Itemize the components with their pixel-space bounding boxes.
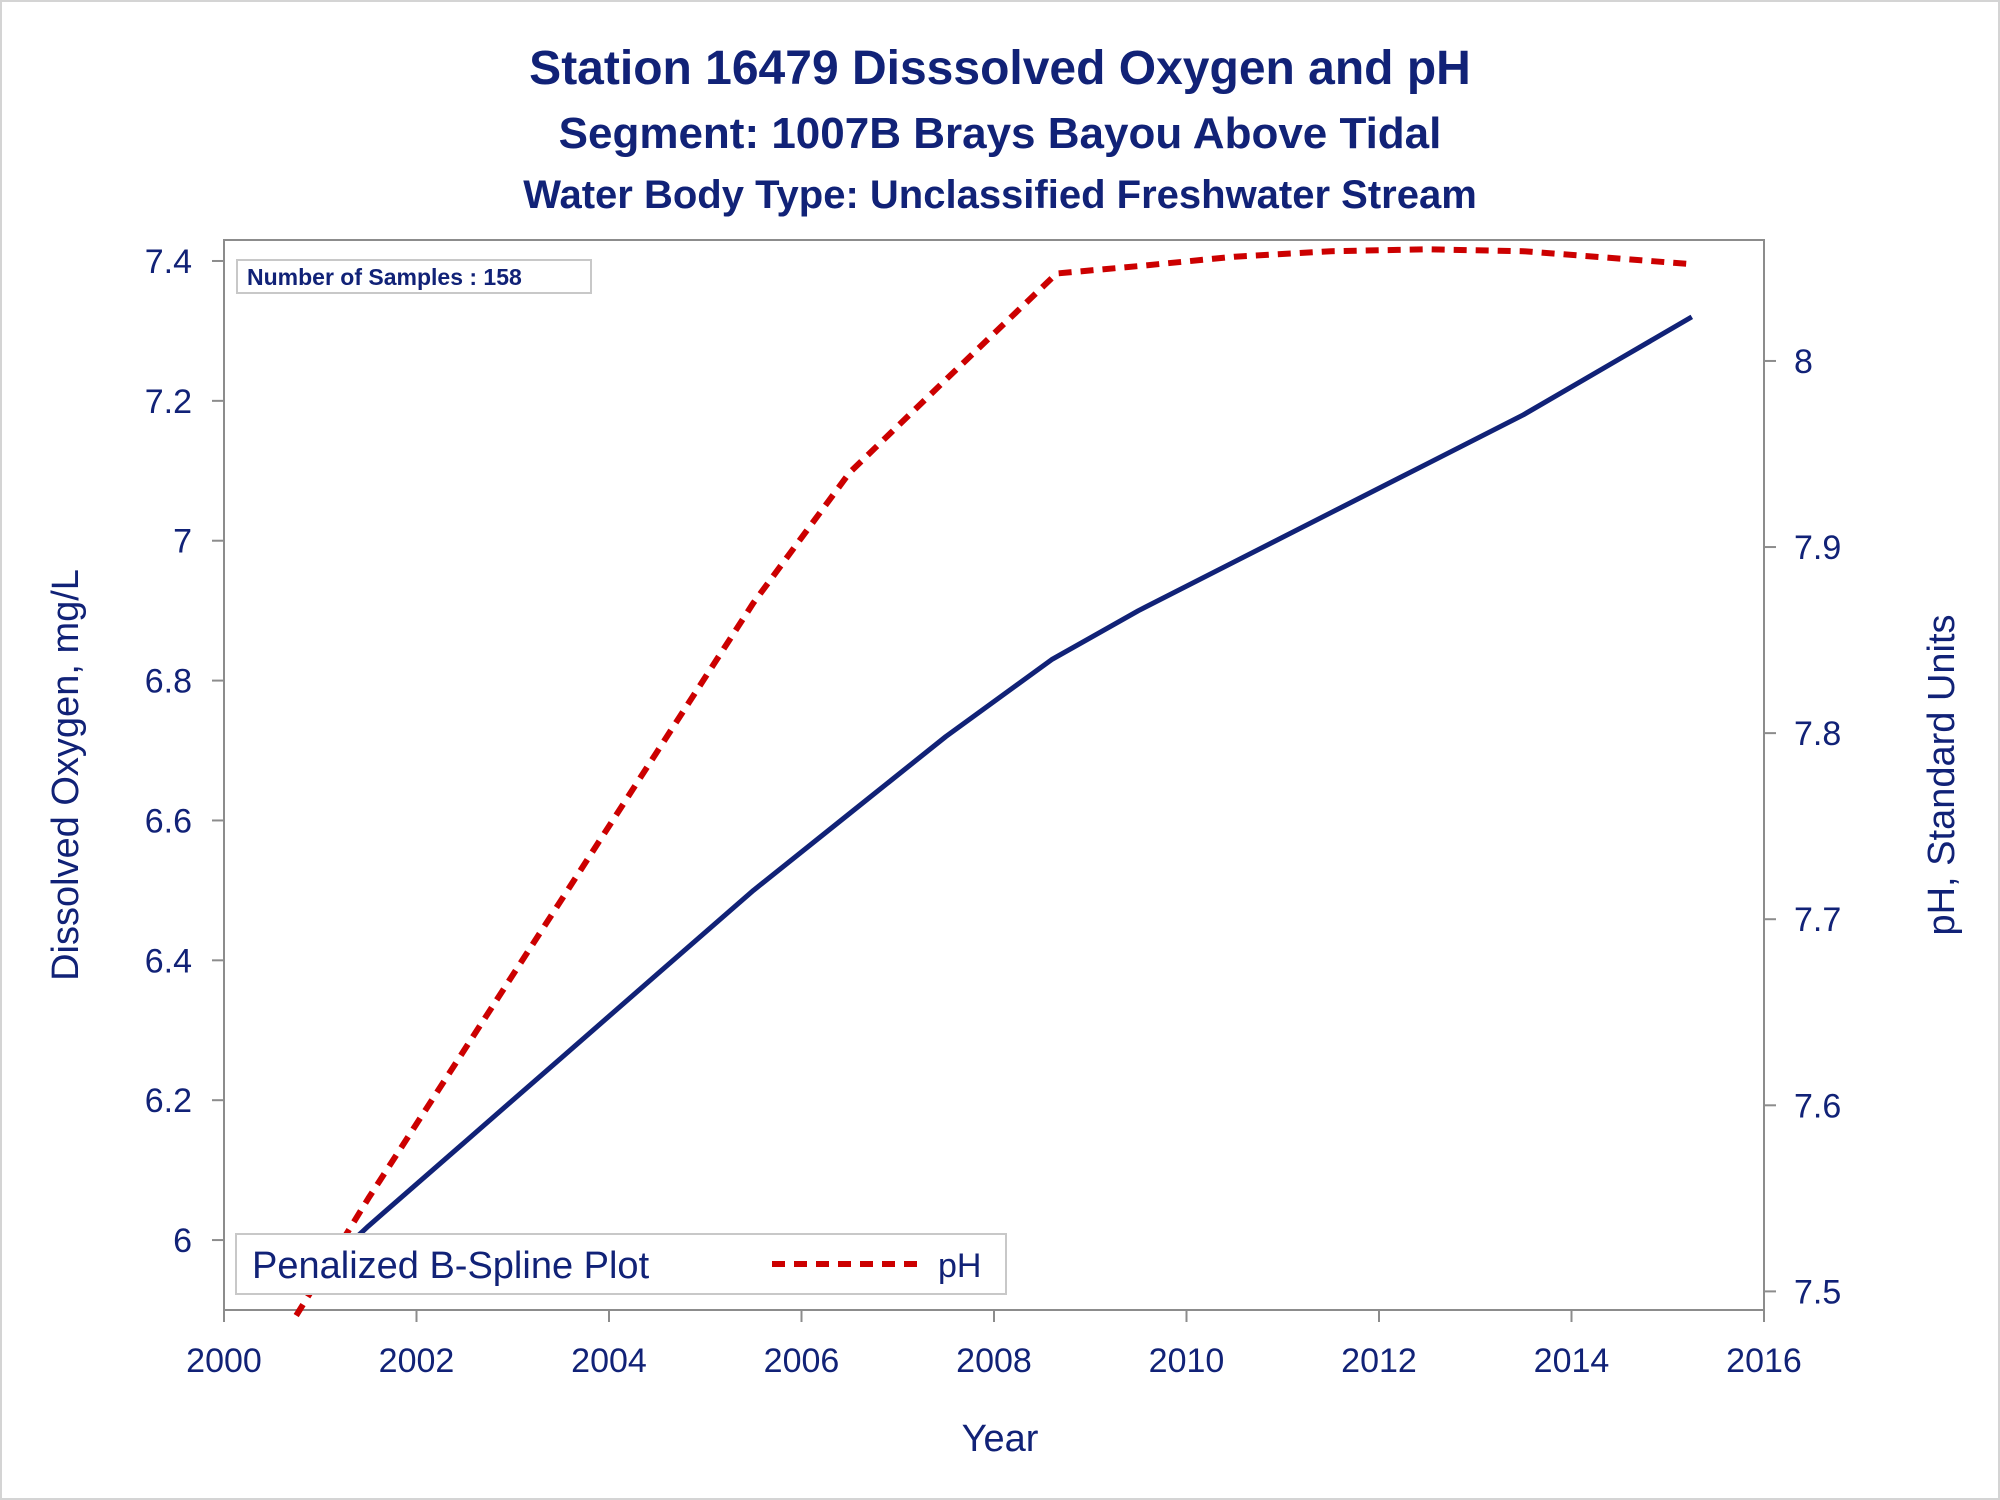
series-layer <box>293 246 1694 1318</box>
x-tick-label: 2008 <box>956 1342 1032 1380</box>
x-tick-label: 2006 <box>764 1342 840 1380</box>
y2-tick-label: 8 <box>1794 343 1813 381</box>
y-tick-label: 7 <box>173 523 192 561</box>
chart-subtitle: Segment: 1007B Brays Bayou Above Tidal <box>559 109 1442 158</box>
legend <box>235 1233 1007 1295</box>
sample-count-text: Number of Samples : 158 <box>247 264 522 290</box>
y2-tick-label: 7.9 <box>1794 529 1841 567</box>
plot-area <box>223 239 1765 1311</box>
y2-axis-label: pH, Standard Units <box>1921 614 1963 935</box>
y-tick-label: 6 <box>173 1222 192 1260</box>
y2-axis: 7.5 7.6 7.7 7.8 7.9 8 <box>1764 343 1841 1311</box>
y2-tick-label: 7.5 <box>1794 1273 1841 1311</box>
x-tick-label: 2014 <box>1534 1342 1610 1380</box>
y-tick-label: 6.8 <box>145 663 192 701</box>
y-tick-label: 6.4 <box>145 942 192 980</box>
y-tick-label: 7.2 <box>145 383 192 421</box>
y2-tick-label: 7.8 <box>1794 715 1841 753</box>
x-axis: 2000 2002 2004 2006 2008 2010 2012 2014 2016 <box>186 1310 1802 1380</box>
x-axis-label: Year <box>962 1418 1039 1460</box>
chart-title: Station 16479 Disssolved Oxygen and pH <box>529 42 1471 95</box>
x-tick-label: 2012 <box>1341 1342 1417 1380</box>
x-tick-label: 2000 <box>186 1342 262 1380</box>
y2-tick-label: 7.6 <box>1794 1087 1841 1125</box>
chart-subtitle-2: Water Body Type: Unclassified Freshwater… <box>523 173 1477 217</box>
sample-count-box <box>236 259 592 294</box>
dissolved-oxygen-series-line <box>299 314 1694 1291</box>
legend-label-ph: pH <box>938 1247 981 1285</box>
x-tick-label: 2010 <box>1149 1342 1225 1380</box>
y-tick-label: 7.4 <box>145 243 192 281</box>
x-tick-label: 2004 <box>571 1342 647 1380</box>
y-tick-label: 6.6 <box>145 802 192 840</box>
ph-series-line <box>293 246 1693 1318</box>
y-tick-label: 6.2 <box>145 1082 192 1120</box>
y-axis: 6 6.2 6.4 6.6 6.8 7 7.2 7.4 <box>145 243 224 1260</box>
x-tick-label: 2002 <box>379 1342 455 1380</box>
y-axis-label: Dissolved Oxygen, mg/L <box>45 569 87 981</box>
y2-tick-label: 7.7 <box>1794 901 1841 939</box>
x-tick-label: 2016 <box>1726 1342 1802 1380</box>
legend-title: Penalized B-Spline Plot <box>252 1245 650 1287</box>
